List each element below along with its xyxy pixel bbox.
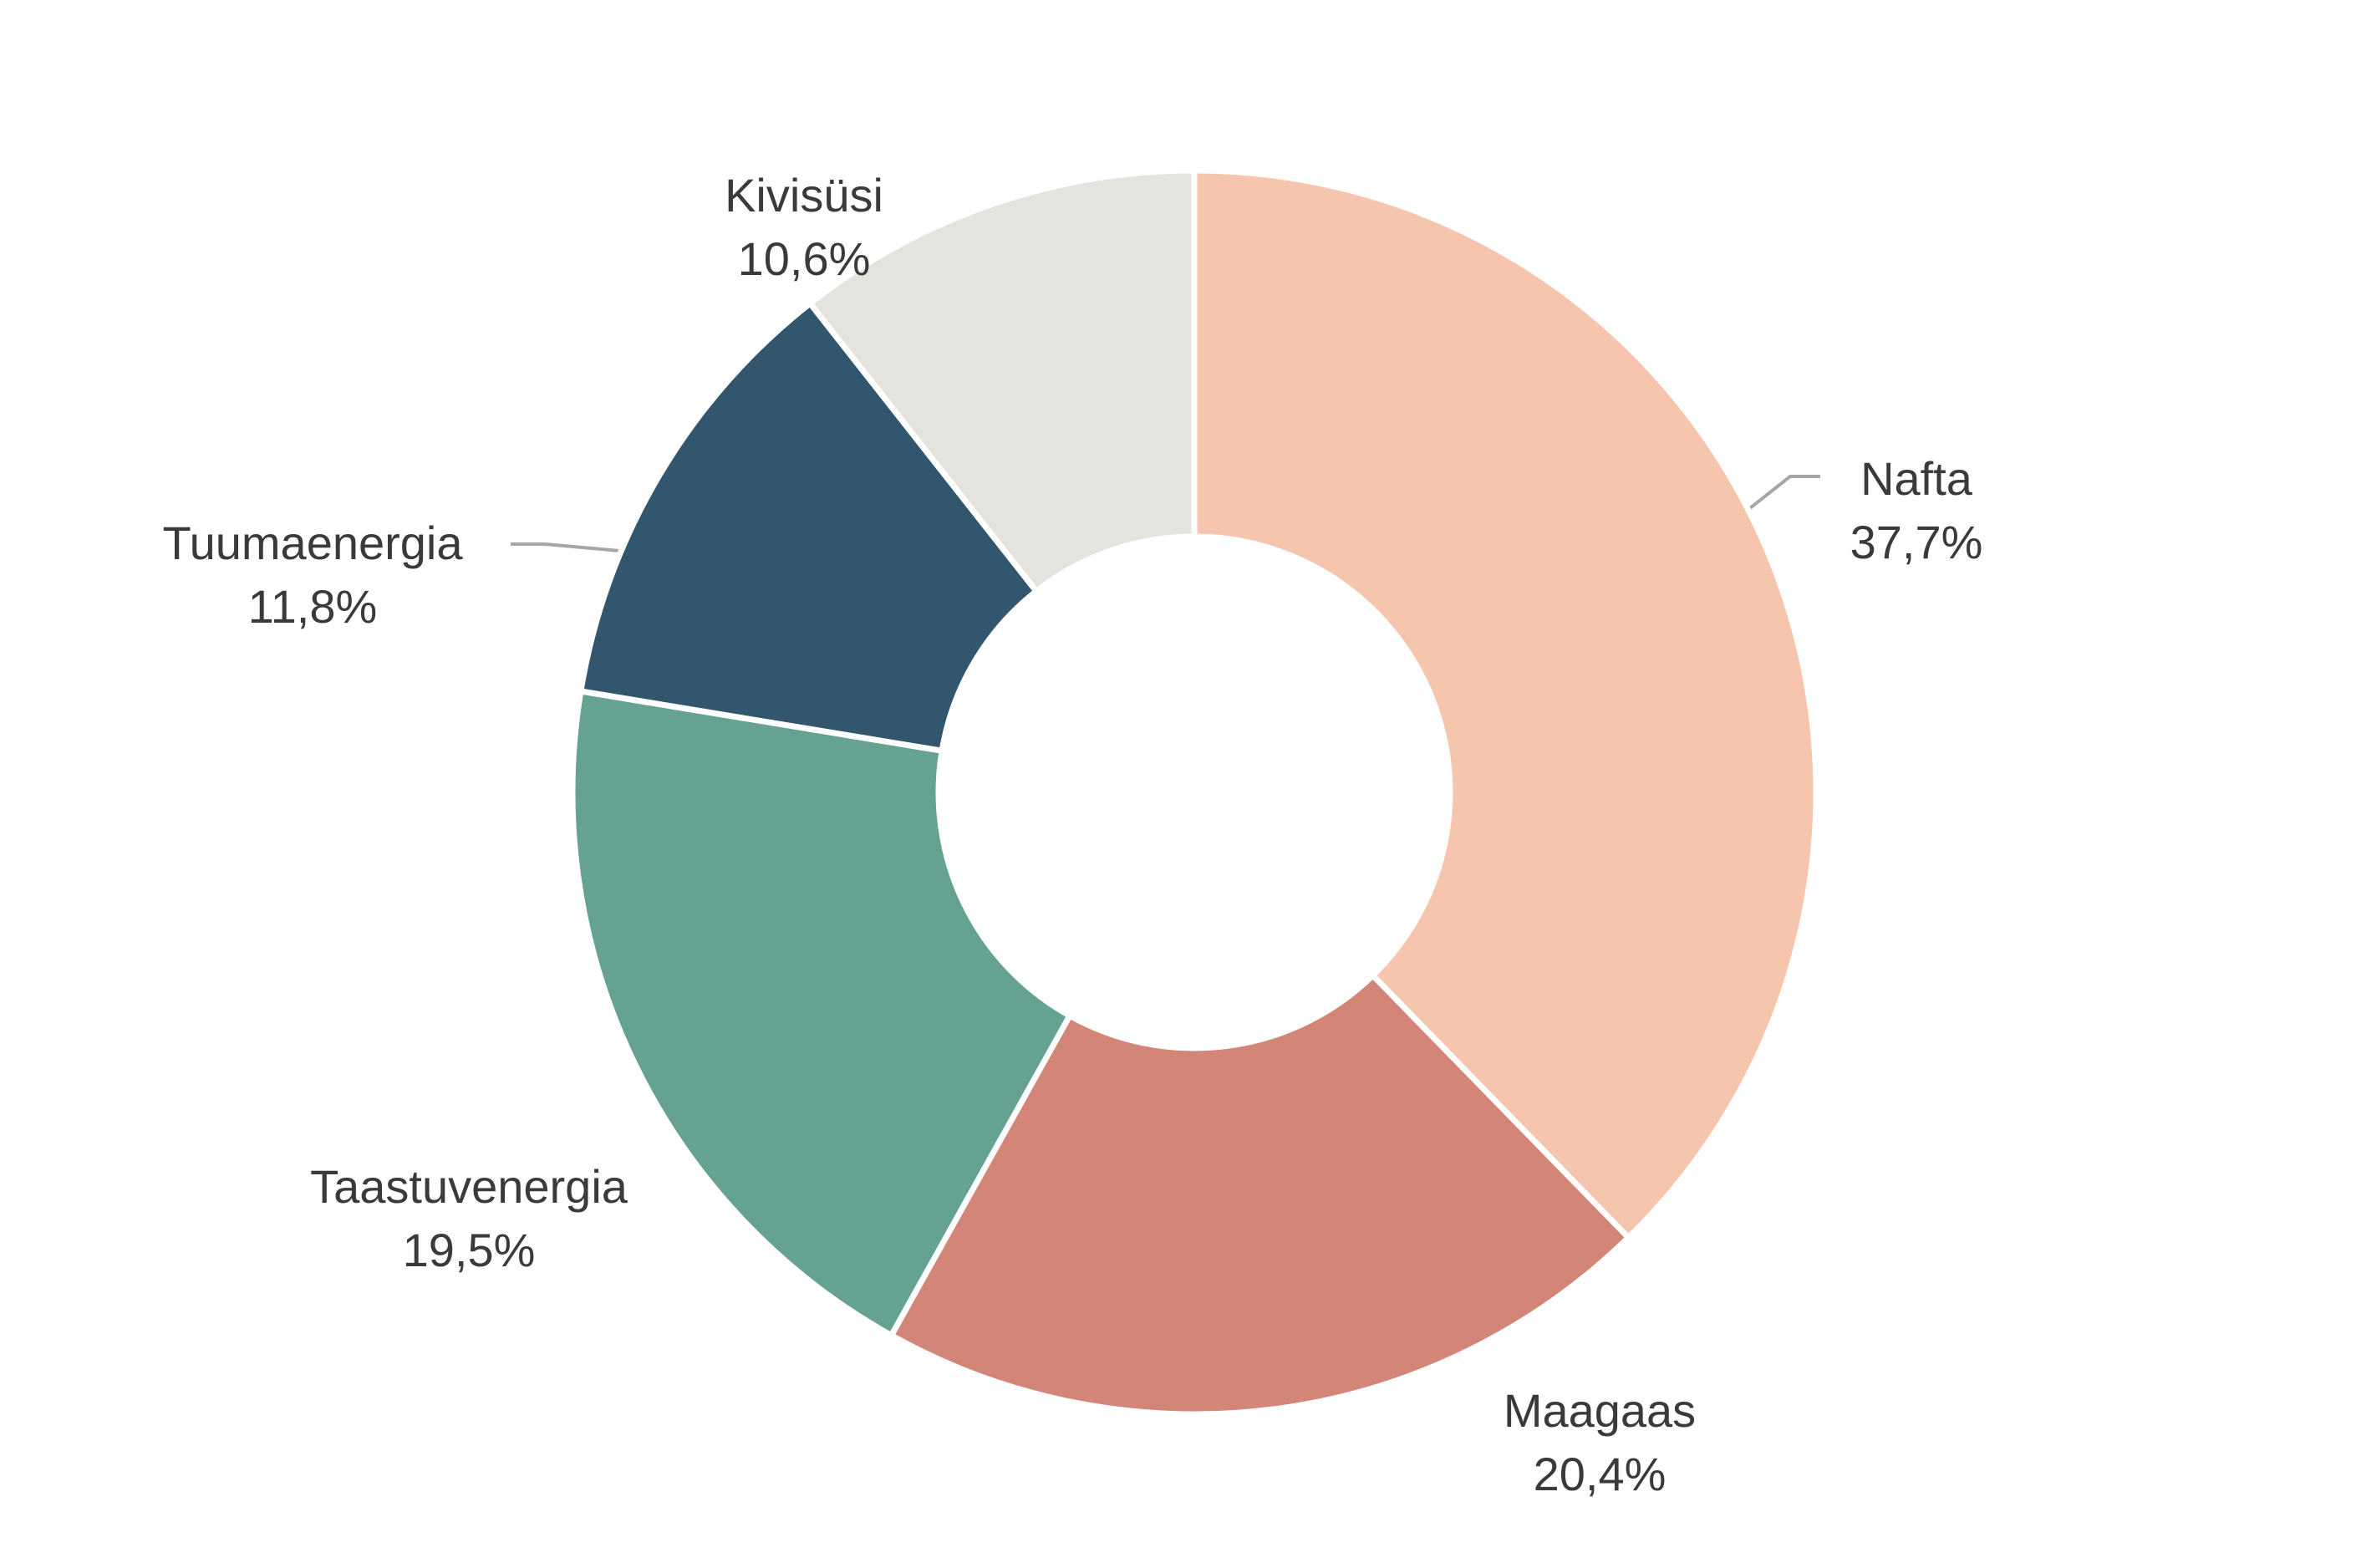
slice bbox=[569, 687, 1074, 1340]
value-label: 20,4% bbox=[1534, 1448, 1666, 1500]
slice bbox=[1191, 167, 1819, 1242]
slice bbox=[806, 167, 1198, 596]
value-label: 37,7% bbox=[1850, 516, 1983, 568]
slice bbox=[887, 971, 1633, 1418]
category-label: Tuumaenergia bbox=[162, 517, 463, 569]
value-label: 19,5% bbox=[403, 1224, 536, 1276]
category-label: Taastuvenergia bbox=[310, 1160, 628, 1213]
value-label: 11,8% bbox=[248, 580, 378, 633]
value-label: 10,6% bbox=[738, 232, 871, 285]
category-label: Kivisüsi bbox=[725, 169, 883, 221]
category-label: Nafta bbox=[1860, 452, 1973, 505]
slice bbox=[577, 299, 1041, 755]
category-label: Maagaas bbox=[1504, 1384, 1696, 1437]
